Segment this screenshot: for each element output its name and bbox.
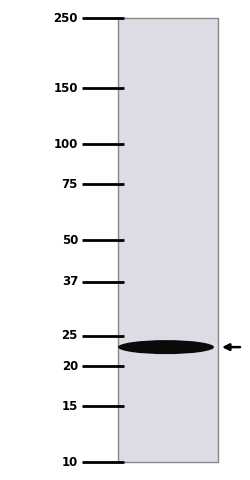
Text: KDa: KDa	[78, 0, 108, 2]
Text: 37: 37	[62, 275, 78, 288]
Text: 50: 50	[62, 233, 78, 247]
Text: 20: 20	[62, 360, 78, 373]
Text: 75: 75	[62, 178, 78, 191]
Text: 150: 150	[54, 82, 78, 95]
Ellipse shape	[118, 340, 214, 354]
Text: 25: 25	[62, 329, 78, 342]
Text: 100: 100	[54, 138, 78, 151]
Bar	[118, 18, 218, 462]
Text: 250: 250	[54, 12, 78, 24]
Text: 15: 15	[62, 399, 78, 413]
Text: 10: 10	[62, 456, 78, 468]
